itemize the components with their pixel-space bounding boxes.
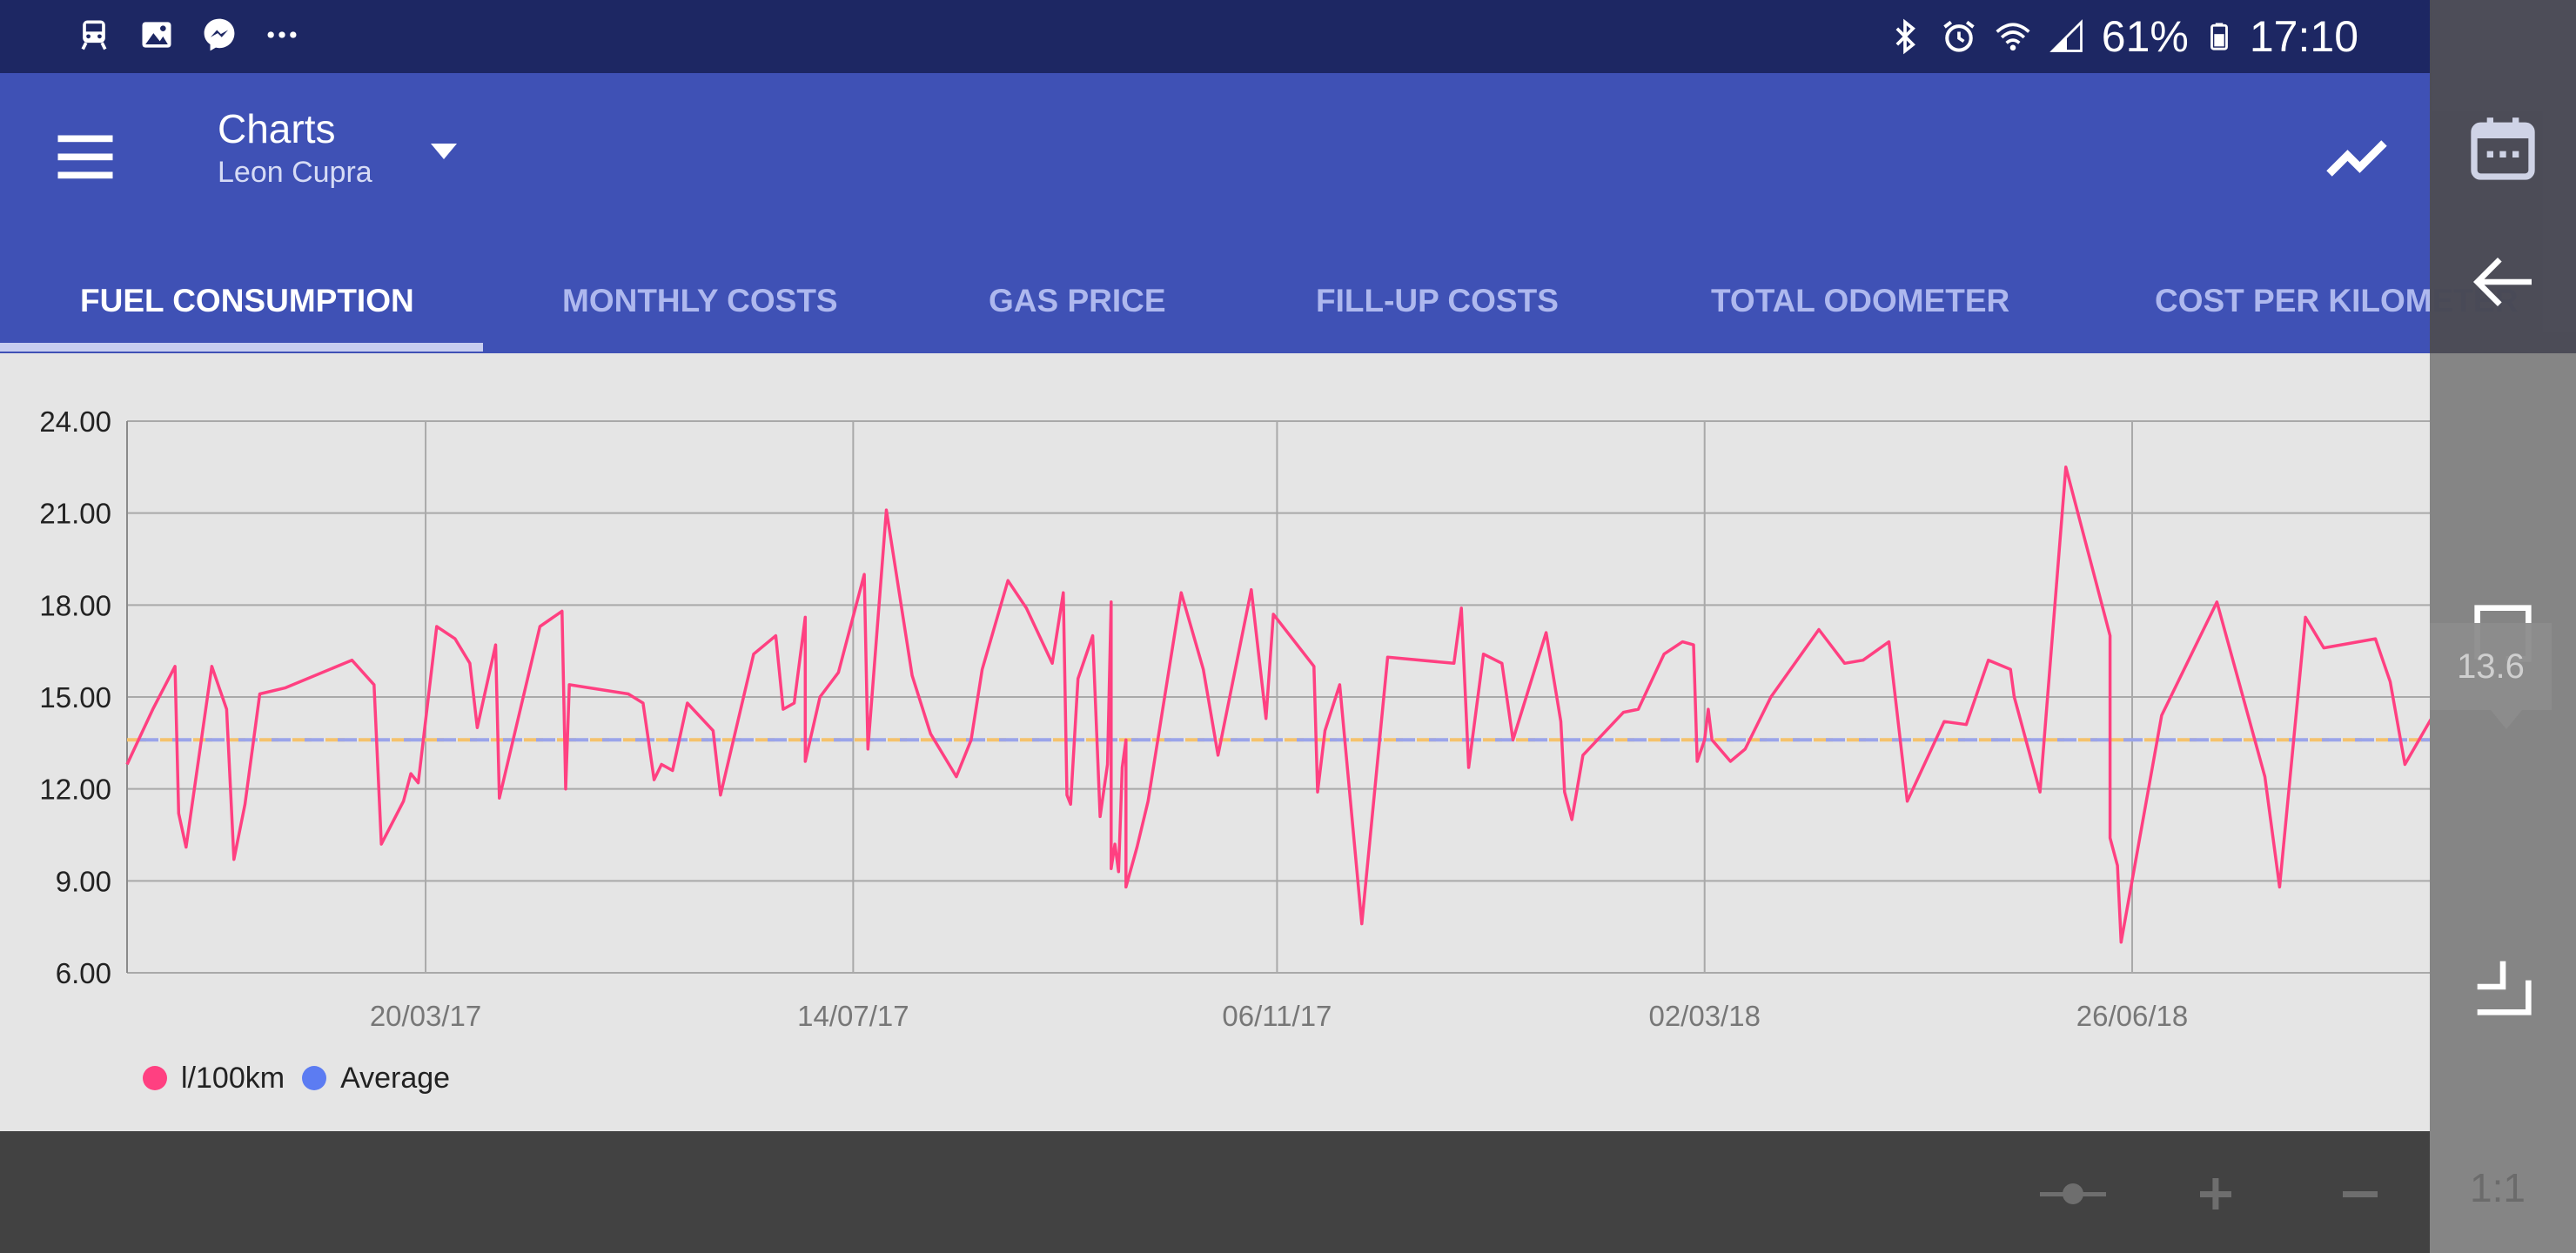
hamburger-menu-icon[interactable] [49, 120, 122, 193]
legend-dot-average [302, 1066, 327, 1090]
x-tick-label: 26/06/18 [2076, 1000, 2188, 1032]
slider-icon[interactable] [2036, 1169, 2110, 1218]
x-tick-label: 06/11/17 [1222, 1000, 1332, 1032]
clock: 17:10 [2249, 12, 2358, 61]
tooltip-pointer [2491, 710, 2522, 729]
chart-area[interactable]: 24.00 21.00 18.00 15.00 12.00 9.00 6.00 20/03/1… [0, 353, 2430, 1131]
image-icon [142, 22, 171, 48]
tab-total-odometer[interactable]: TOTAL ODOMETER [1711, 283, 2010, 318]
x-tick-label: 02/03/18 [1648, 1000, 1760, 1032]
tab-gas-price[interactable]: GAS PRICE [989, 283, 1166, 318]
average-tooltip: 13.6 [2430, 623, 2552, 710]
dropdown-arrow-icon[interactable] [428, 141, 460, 162]
y-tick-label: 6.00 [56, 957, 111, 989]
y-tick-label: 12.00 [39, 774, 111, 806]
y-tick-label: 15.00 [39, 681, 111, 714]
status-bar: 61% 17:10 [0, 0, 2430, 73]
fuel-consumption-chart[interactable]: 24.00 21.00 18.00 15.00 12.00 9.00 6.00 20/03/1… [0, 353, 2430, 1049]
chart-legend: l/100km Average [143, 1056, 467, 1100]
tab-fuel-consumption[interactable]: FUEL CONSUMPTION [80, 283, 414, 318]
signal-icon [2049, 19, 2083, 52]
tab-monthly-costs[interactable]: MONTHLY COSTS [562, 283, 838, 318]
bluetooth-icon [1895, 18, 1915, 55]
x-tick-label: 14/07/17 [797, 1000, 909, 1032]
legend-label-average: Average [340, 1061, 451, 1095]
zoom-out-icon[interactable] [2324, 1169, 2397, 1218]
y-tick-label: 21.00 [39, 498, 111, 530]
tab-indicator [0, 343, 483, 352]
messenger-icon [204, 18, 235, 51]
x-tick-label: 20/03/17 [370, 1000, 481, 1032]
consumption-series-line [125, 466, 2430, 944]
page-title: Charts [218, 106, 336, 151]
train-icon [81, 20, 107, 50]
bottom-corner-icon[interactable] [2465, 948, 2541, 1025]
back-arrow-icon[interactable] [2465, 244, 2541, 320]
zoom-in-icon[interactable] [2179, 1169, 2252, 1218]
calendar-icon[interactable] [2465, 110, 2541, 186]
legend-label-consumption: l/100km [181, 1061, 285, 1095]
status-bar-system: 61% 17:10 [1886, 9, 2358, 64]
zoom-ratio-label[interactable]: 1:1 [2470, 1165, 2526, 1210]
y-tick-label: 9.00 [56, 865, 111, 897]
status-bar-notifications [75, 16, 301, 54]
tab-fill-up-costs[interactable]: FILL-UP COSTS [1316, 283, 1559, 318]
legend-dot-consumption [143, 1066, 167, 1090]
y-tick-label: 18.00 [39, 589, 111, 621]
battery-percentage: 61% [2101, 12, 2189, 61]
vehicle-name: Leon Cupra [218, 156, 372, 189]
vehicle-selector[interactable]: Charts Leon Cupra [218, 103, 372, 190]
trend-line-icon[interactable] [2320, 122, 2393, 195]
tab-bar: FUEL CONSUMPTION MONTHLY COSTS GAS PRICE… [0, 244, 2518, 353]
alarm-icon [1943, 20, 1975, 52]
y-tick-label: 24.00 [39, 405, 111, 438]
wifi-icon [1996, 23, 2030, 51]
app-bar: Charts Leon Cupra FUEL CONSUMPTION MONTH… [0, 73, 2518, 353]
battery-icon [2210, 23, 2228, 50]
more-dots-icon [267, 31, 297, 38]
bottom-toolbar [0, 1131, 2430, 1253]
